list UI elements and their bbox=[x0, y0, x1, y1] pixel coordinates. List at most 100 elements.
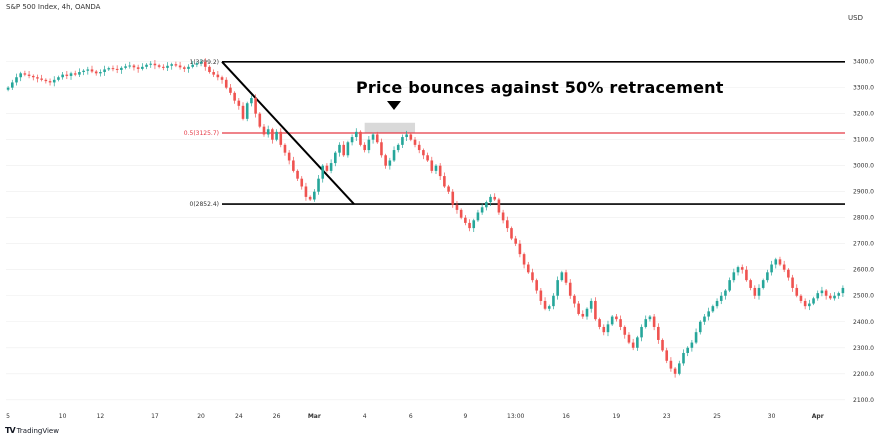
candle-body bbox=[367, 139, 371, 151]
candle-body bbox=[313, 191, 316, 200]
time-tick-label: 16 bbox=[562, 413, 570, 420]
candle-body bbox=[409, 134, 413, 140]
fib-level-label: 0(2852.4) bbox=[190, 201, 220, 208]
candle-body bbox=[145, 64, 148, 67]
candle-body bbox=[48, 81, 52, 83]
candle-body bbox=[506, 220, 509, 229]
candle-body bbox=[816, 293, 820, 299]
candle-body bbox=[757, 287, 761, 296]
candle-body bbox=[837, 293, 841, 296]
candle-body bbox=[266, 129, 270, 135]
candle-body bbox=[732, 272, 736, 281]
candle-body bbox=[10, 82, 14, 88]
candle-body bbox=[795, 287, 799, 296]
candle-body bbox=[36, 77, 39, 79]
price-axis[interactable]: 2100.0 2200.0 2300.0 2400.0 2500.0 2600.0 2700… bbox=[853, 59, 874, 404]
candle-body bbox=[682, 352, 685, 364]
candle-body bbox=[57, 77, 60, 80]
candle-body bbox=[6, 87, 10, 90]
candle-body bbox=[778, 259, 782, 265]
candle-body bbox=[652, 316, 656, 327]
candle-body bbox=[405, 134, 408, 138]
candle-body bbox=[73, 73, 77, 75]
candle-body bbox=[338, 144, 341, 153]
candle-body bbox=[556, 280, 559, 296]
candle-body bbox=[396, 144, 400, 151]
candle-body bbox=[606, 324, 610, 333]
candle-body bbox=[124, 66, 127, 68]
candle-body bbox=[791, 277, 794, 288]
candle-body bbox=[497, 199, 501, 213]
candle-body bbox=[65, 74, 69, 76]
candle-body bbox=[174, 64, 178, 66]
candle-body bbox=[829, 295, 832, 299]
candle-body bbox=[384, 155, 387, 166]
candle-body bbox=[547, 306, 551, 309]
candle-body bbox=[636, 337, 639, 348]
candle-body bbox=[132, 65, 136, 68]
candle-body bbox=[526, 264, 530, 273]
candle-body bbox=[308, 196, 312, 200]
candle-body bbox=[237, 100, 241, 106]
candle-body bbox=[401, 137, 404, 145]
candle-body bbox=[535, 280, 538, 291]
candle-body bbox=[275, 131, 278, 140]
candle-body bbox=[568, 282, 572, 296]
candle-body bbox=[841, 287, 845, 294]
candle-body bbox=[287, 152, 291, 161]
fibonacci-retracement[interactable]: 1(3399.2)0.5(3125.7)0(2852.4) bbox=[184, 59, 845, 208]
candle-body bbox=[443, 176, 446, 187]
candle-body bbox=[736, 267, 740, 273]
price-tick-label: 3200.0 bbox=[853, 111, 874, 118]
time-tick-label: 6 bbox=[409, 413, 413, 420]
candle-body bbox=[153, 63, 157, 66]
candle-body bbox=[220, 77, 224, 80]
currency-label: USD bbox=[848, 14, 863, 22]
down-arrow-marker bbox=[387, 101, 401, 110]
candle-body bbox=[468, 222, 471, 229]
candle-body bbox=[522, 254, 526, 265]
candle-body bbox=[761, 280, 765, 288]
candle-body bbox=[162, 66, 165, 68]
candle-body bbox=[128, 65, 132, 67]
candle-body bbox=[52, 79, 56, 83]
time-tick-label: 4 bbox=[363, 413, 367, 420]
candle-body bbox=[178, 65, 182, 68]
candle-body bbox=[753, 287, 757, 296]
candle-body bbox=[254, 98, 257, 114]
tradingview-logo[interactable]: TV TradingView bbox=[5, 426, 59, 435]
candle-body bbox=[531, 272, 534, 281]
time-axis[interactable]: 5 10 12 17 20 24 26 Mar 4 6 9 13:00 16 19 23 25 30 Apr bbox=[6, 413, 824, 420]
candle-body bbox=[149, 63, 153, 65]
time-tick-label: 23 bbox=[663, 413, 671, 420]
candle-body bbox=[78, 72, 81, 75]
candle-body bbox=[120, 67, 123, 70]
candle-body bbox=[422, 150, 425, 156]
candle-body bbox=[279, 131, 283, 145]
candle-body bbox=[166, 65, 169, 68]
candle-body bbox=[363, 144, 366, 151]
time-tick-label: 25 bbox=[713, 413, 721, 420]
candle-body bbox=[136, 67, 140, 69]
candle-body bbox=[707, 311, 710, 317]
time-tick-label: 24 bbox=[235, 413, 243, 420]
candle-body bbox=[292, 160, 295, 171]
candle-body bbox=[392, 150, 396, 161]
candlestick-series bbox=[6, 58, 845, 378]
trendline-segment[interactable] bbox=[221, 61, 355, 205]
candle-body bbox=[648, 316, 652, 320]
candle-body bbox=[669, 360, 673, 369]
candle-body bbox=[354, 131, 358, 138]
time-tick-label: 12 bbox=[97, 413, 105, 420]
candle-body bbox=[770, 264, 773, 273]
candle-body bbox=[241, 105, 245, 119]
candle-body bbox=[82, 70, 85, 73]
candle-body bbox=[170, 64, 174, 66]
candle-body bbox=[438, 165, 442, 177]
candle-body bbox=[703, 316, 706, 322]
candle-body bbox=[724, 290, 727, 296]
trendline[interactable] bbox=[221, 61, 355, 205]
time-tick-label: 9 bbox=[463, 413, 467, 420]
candle-body bbox=[719, 295, 723, 301]
